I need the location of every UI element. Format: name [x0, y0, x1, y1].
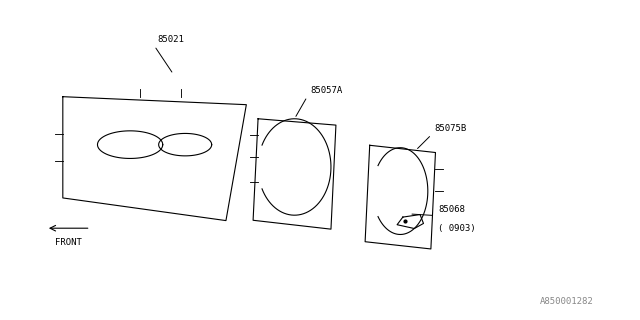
Text: 85057A: 85057A — [310, 86, 342, 95]
Text: 85068: 85068 — [438, 205, 465, 214]
Text: FRONT: FRONT — [55, 238, 82, 247]
Text: 85075B: 85075B — [435, 124, 467, 133]
Text: A850001282: A850001282 — [540, 297, 594, 306]
Text: ( 0903): ( 0903) — [438, 224, 476, 233]
Text: 85021: 85021 — [157, 35, 184, 44]
